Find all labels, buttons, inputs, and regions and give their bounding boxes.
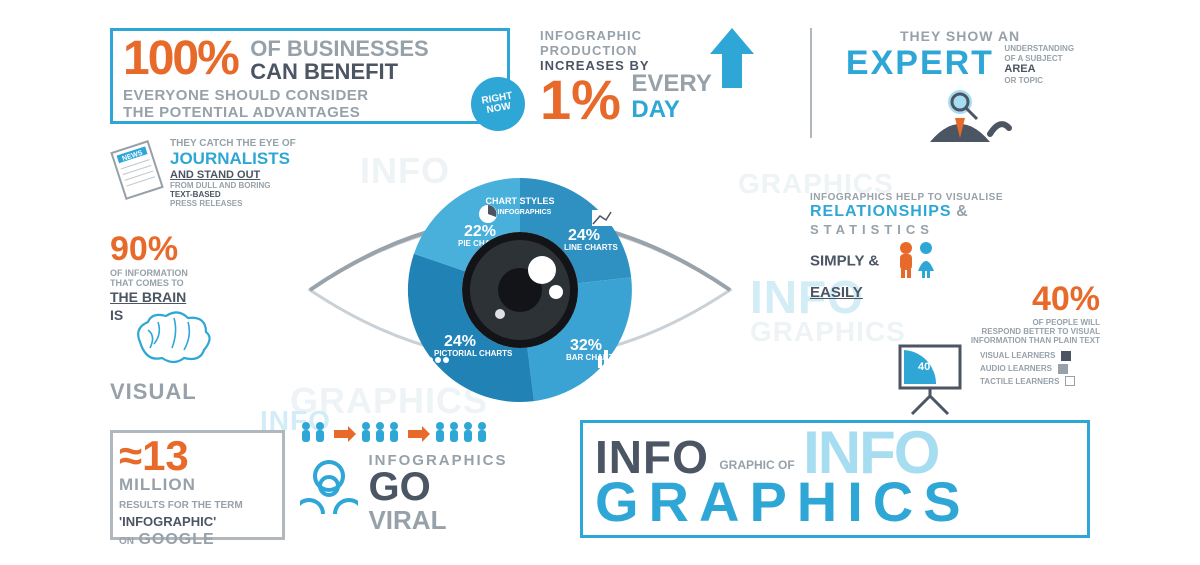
- brain-icon: [128, 308, 216, 368]
- panel-100pct: 100% OF BUSINESSES CAN BENEFIT EVERYONE …: [110, 28, 510, 124]
- mini-pie-icon: [479, 205, 497, 223]
- chart-subtitle: IN INFOGRAPHICS: [489, 209, 552, 216]
- text: INFOGRAPHIC: [540, 28, 800, 43]
- text: FROM DULL AND BORING: [170, 181, 270, 190]
- text: PRODUCTION: [540, 43, 800, 58]
- easel-icon: 40%: [890, 340, 970, 416]
- legend-label: TACTILE LEARNERS: [980, 377, 1059, 386]
- text: THE POTENTIAL ADVANTAGES: [123, 104, 360, 121]
- text: INFOGRAPHICS HELP TO VISUALISE: [810, 192, 1090, 203]
- stat-90pct: 90%: [110, 230, 290, 269]
- text: OR TOPIC: [1004, 76, 1043, 85]
- text: UNDERSTANDING: [1004, 44, 1074, 53]
- text: &: [956, 203, 968, 220]
- text: EVERYONE SHOULD CONSIDER: [123, 87, 369, 104]
- text: IS: [110, 307, 123, 323]
- divider: [810, 28, 812, 138]
- text: MILLION: [119, 475, 196, 494]
- expert-person-icon: [905, 88, 1015, 142]
- text: EVERY: [631, 70, 711, 97]
- legend-swatch: [1058, 364, 1068, 374]
- legend-learners: VISUAL LEARNERS AUDIO LEARNERS TACTILE L…: [980, 350, 1075, 388]
- text: GO: [368, 465, 430, 509]
- text: ON: [119, 536, 134, 547]
- panel-13-million: ≈13 MILLION RESULTS FOR THE TERM 'INFOGR…: [110, 430, 285, 540]
- text: SIMPLY &: [810, 253, 879, 270]
- text: OF A SUBJECT: [1004, 54, 1062, 63]
- legend-label: VISUAL LEARNERS: [980, 351, 1055, 360]
- legend-swatch: [1061, 351, 1071, 361]
- text: CAN BENEFIT: [250, 59, 398, 84]
- text: DAY: [631, 96, 679, 123]
- text: THE BRAIN: [110, 289, 186, 305]
- chart-title: CHART STYLES: [485, 196, 554, 206]
- text: EASILY: [810, 284, 863, 301]
- panel-40pct: 40% OF PEOPLE WILL RESPOND BETTER TO VIS…: [890, 280, 1100, 345]
- text: GOOGLE: [138, 531, 214, 548]
- badge-right-now: RIGHT NOW: [467, 73, 530, 136]
- text: RESULTS FOR THE TERM: [119, 500, 243, 511]
- text: PRESS RELEASES: [170, 199, 242, 208]
- svg-text:22%: 22%: [464, 223, 496, 240]
- text: RELATIONSHIPS: [810, 203, 952, 220]
- stat-100pct: 100%: [123, 37, 238, 80]
- legend-label: AUDIO LEARNERS: [980, 364, 1052, 373]
- svg-text:40%: 40%: [918, 361, 940, 373]
- legend-swatch: [1065, 376, 1075, 386]
- text: VIRAL: [368, 505, 446, 535]
- text: AREA: [1004, 63, 1035, 75]
- mini-line-icon: [592, 210, 612, 226]
- svg-text:LINE CHARTS: LINE CHARTS: [564, 243, 618, 252]
- newspaper-icon: NEWS: [110, 140, 164, 200]
- panel-expert: THEY SHOW AN EXPERT UNDERSTANDING OF A S…: [830, 28, 1090, 147]
- stat-1pct: 1%: [540, 68, 621, 131]
- mini-pictorial-icon: [427, 357, 449, 363]
- text: 'INFOGRAPHIC': [119, 514, 216, 529]
- text: VISUAL: [110, 379, 290, 405]
- text: THEY CATCH THE EYE OF: [170, 138, 370, 149]
- stat-13m: 13: [142, 432, 189, 479]
- panel-infographic-of-infographics: INFO GRAPHIC OF INFO GRAPHICS: [580, 420, 1090, 538]
- people-icon: [894, 239, 938, 284]
- text: TEXT-BASED: [170, 190, 221, 199]
- text: STATISTICS: [810, 222, 934, 237]
- panel-1pct-per-day: INFOGRAPHIC PRODUCTION INCREASES BY 1% E…: [540, 28, 800, 124]
- infographic-canvas: INFO GRAPHICS INFO GRAPHICS INFO GRAPHIC…: [110, 20, 1090, 545]
- svg-text:24%: 24%: [444, 333, 476, 350]
- arrow-up-icon: [710, 28, 754, 99]
- text: THAT COMES TO: [110, 279, 290, 289]
- people-spread-icon: [300, 420, 550, 448]
- text: EXPERT: [846, 44, 994, 82]
- text: GRAPHICS: [595, 478, 1075, 526]
- stat-40pct: 40%: [890, 280, 1100, 319]
- panel-go-viral: INFOGRAPHICS GO VIRAL: [300, 420, 560, 536]
- svg-text:24%: 24%: [568, 227, 600, 244]
- svg-text:PICTORIAL CHARTS: PICTORIAL CHARTS: [434, 349, 513, 358]
- bg-word: GRAPHICS: [750, 316, 906, 348]
- eye-chart: CHART STYLES IN INFOGRAPHICS 22%PIE CHAR…: [300, 170, 740, 400]
- text: THEY SHOW AN: [830, 28, 1090, 44]
- text: OF BUSINESSES: [250, 36, 428, 61]
- svg-text:32%: 32%: [570, 337, 602, 354]
- biohazard-icon: [300, 452, 358, 519]
- text: JOURNALISTS: [170, 149, 370, 169]
